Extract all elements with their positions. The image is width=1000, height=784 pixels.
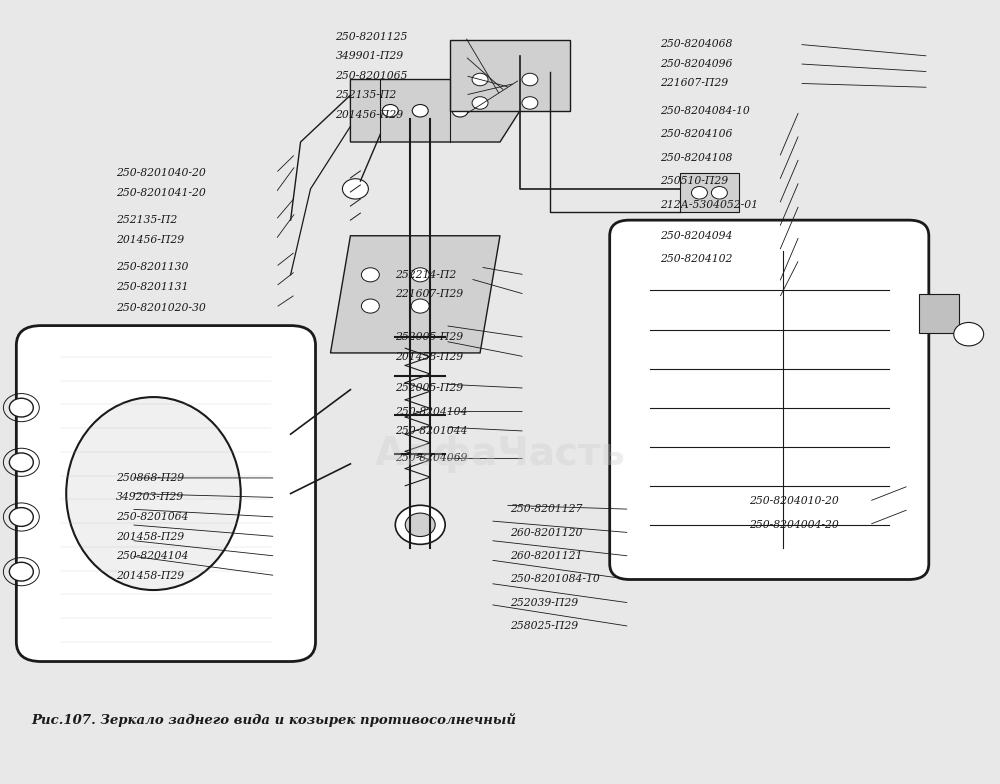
Polygon shape (680, 173, 739, 212)
Circle shape (361, 268, 379, 281)
Text: 250510-П29: 250510-П29 (660, 176, 728, 186)
Circle shape (9, 562, 33, 581)
Text: 260-8201121: 260-8201121 (510, 551, 582, 561)
Text: 250-8201127: 250-8201127 (510, 504, 582, 514)
Text: 349901-П29: 349901-П29 (335, 51, 404, 61)
Circle shape (395, 505, 445, 544)
FancyBboxPatch shape (16, 325, 316, 662)
Text: 250-8204010-20: 250-8204010-20 (749, 496, 839, 506)
Text: 221607-П29: 221607-П29 (660, 78, 728, 89)
Text: 201456-П29: 201456-П29 (116, 234, 184, 245)
Circle shape (711, 187, 727, 199)
Circle shape (522, 73, 538, 85)
Circle shape (382, 104, 398, 117)
Text: 250-8204096: 250-8204096 (660, 59, 732, 69)
Circle shape (411, 268, 429, 281)
FancyBboxPatch shape (610, 220, 929, 579)
Text: 250-8204094: 250-8204094 (660, 230, 732, 241)
Polygon shape (919, 294, 959, 333)
Text: 250-8204084-10: 250-8204084-10 (660, 106, 749, 116)
Text: 250-8201041-20: 250-8201041-20 (116, 188, 206, 198)
Text: 250-8204108: 250-8204108 (660, 153, 732, 162)
Ellipse shape (66, 397, 241, 590)
Text: 252005-П29: 252005-П29 (395, 332, 463, 343)
Text: 250-8204104: 250-8204104 (116, 551, 188, 561)
Text: 201458-П29: 201458-П29 (116, 532, 184, 542)
Text: 250-8201040-20: 250-8201040-20 (116, 169, 206, 178)
Circle shape (472, 73, 488, 85)
Text: 250-8204106: 250-8204106 (660, 129, 732, 140)
Text: 250-8204104: 250-8204104 (395, 407, 468, 416)
Text: 212А-5304052-01: 212А-5304052-01 (660, 199, 758, 209)
Text: 252135-П2: 252135-П2 (116, 215, 177, 225)
Text: 201456-П29: 201456-П29 (335, 110, 404, 120)
Polygon shape (350, 79, 520, 142)
Text: 250-8201131: 250-8201131 (116, 281, 188, 292)
Text: АлфаЧасть: АлфаЧасть (374, 435, 626, 474)
Text: 250-8201125: 250-8201125 (335, 31, 408, 42)
Text: 250-8204102: 250-8204102 (660, 254, 732, 264)
Text: 252005-П29: 252005-П29 (395, 383, 463, 393)
Text: 260-8201120: 260-8201120 (510, 528, 582, 538)
Text: 250-8204004-20: 250-8204004-20 (749, 520, 839, 530)
Circle shape (405, 513, 435, 536)
Text: 252135-П2: 252135-П2 (335, 90, 397, 100)
Circle shape (522, 96, 538, 109)
Circle shape (9, 507, 33, 526)
Text: 258025-П29: 258025-П29 (510, 622, 578, 631)
Text: 221607-П29: 221607-П29 (395, 289, 463, 299)
Text: 250868-П29: 250868-П29 (116, 473, 184, 483)
Polygon shape (450, 41, 570, 111)
Circle shape (472, 96, 488, 109)
Text: 201458-П29: 201458-П29 (395, 352, 463, 362)
Text: 349203-П29: 349203-П29 (116, 492, 184, 503)
Circle shape (412, 104, 428, 117)
Polygon shape (330, 236, 500, 353)
Text: 250-8201020-30: 250-8201020-30 (116, 303, 206, 313)
Circle shape (411, 299, 429, 313)
Text: 250-8201065: 250-8201065 (335, 71, 408, 81)
Text: 250-8201084-10: 250-8201084-10 (510, 575, 600, 585)
Circle shape (361, 299, 379, 313)
Text: 250-8201130: 250-8201130 (116, 262, 188, 272)
Circle shape (452, 104, 468, 117)
Text: 250-8204068: 250-8204068 (660, 39, 732, 49)
Text: 252214-П2: 252214-П2 (395, 270, 457, 280)
Text: Рис.107. Зеркало заднего вида и козырек противосолнечный: Рис.107. Зеркало заднего вида и козырек … (31, 713, 516, 727)
Circle shape (691, 187, 707, 199)
Text: 250-8201064: 250-8201064 (116, 512, 188, 522)
Text: 201458-П29: 201458-П29 (116, 571, 184, 581)
Circle shape (9, 398, 33, 417)
Circle shape (9, 453, 33, 472)
Circle shape (342, 179, 368, 199)
Text: 252039-П29: 252039-П29 (510, 598, 578, 608)
Circle shape (954, 322, 984, 346)
Text: 250-8201044: 250-8201044 (395, 426, 468, 436)
Text: 250-8204069: 250-8204069 (395, 453, 468, 463)
